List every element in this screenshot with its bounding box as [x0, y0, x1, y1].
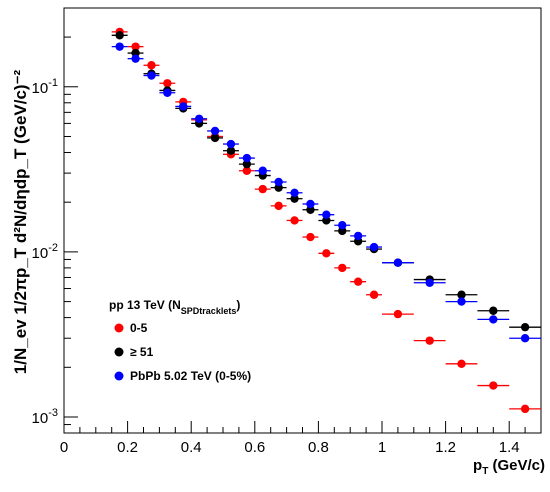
- data-point: [425, 278, 434, 287]
- data-point: [353, 231, 363, 241]
- x-tick-label: 0: [60, 439, 68, 456]
- y-axis-title: 1/N_ev 1/2πp_T d²N/dηdp_T (GeV/c)⁻²: [11, 69, 30, 374]
- data-point: [425, 336, 434, 345]
- data-point: [290, 216, 299, 225]
- data-point: [274, 201, 283, 211]
- x-tick-label: 1.2: [435, 439, 456, 456]
- data-point: [242, 153, 252, 163]
- data-point: [131, 42, 140, 51]
- data-point: [290, 188, 299, 197]
- series-1: [111, 31, 541, 332]
- legend: pp 13 TeV (NSPDtracklets) 0-5 ≥ 51 PbPb …: [109, 298, 251, 383]
- data-point: [131, 54, 140, 63]
- data-point: [242, 159, 252, 169]
- legend-marker-pbpb: [114, 371, 124, 381]
- data-point: [457, 297, 466, 306]
- data-point: [457, 359, 466, 368]
- series-0: [111, 27, 541, 414]
- y-axis-title-text: 1/N_ev 1/2πp_T d²N/dηdp_T (GeV/c)⁻²: [11, 69, 30, 374]
- x-tick-label: 0.4: [181, 439, 202, 456]
- data-point: [489, 306, 498, 315]
- data-point: [338, 221, 347, 230]
- data-point: [338, 263, 347, 273]
- legend-marker-ge51: [114, 347, 124, 357]
- x-tick-label: 1: [378, 439, 386, 456]
- data-point: [520, 334, 530, 343]
- data-point: [147, 71, 156, 80]
- data-point: [163, 88, 172, 97]
- data-point: [322, 216, 331, 225]
- data-point: [520, 322, 530, 332]
- data-point: [242, 166, 252, 175]
- data-point: [393, 258, 403, 267]
- legend-title: pp 13 TeV (NSPDtracklets): [109, 298, 240, 316]
- data-point: [369, 290, 379, 299]
- data-point: [353, 277, 363, 286]
- data-point: [179, 102, 188, 111]
- series-2: [111, 42, 541, 343]
- data-point: [258, 166, 267, 175]
- legend-label-pbpb: PbPb 5.02 TeV (0-5%): [130, 369, 251, 383]
- data-point: [210, 133, 220, 143]
- data-point: [210, 126, 220, 136]
- data-marks: [111, 27, 541, 414]
- x-tick-label: 0.6: [244, 439, 265, 456]
- data-point: [274, 177, 283, 187]
- data-point: [163, 79, 172, 88]
- data-point: [306, 205, 315, 214]
- x-tick-label: 0.2: [117, 439, 138, 456]
- data-point: [115, 31, 124, 40]
- data-point: [489, 381, 498, 390]
- axes: 0 0.2 0.4 0.6 0.8 1 1.2 1.4 10-3 10-2 10-1: [32, 7, 542, 456]
- y-tick-label: 10-1: [32, 77, 58, 97]
- legend-label-0-5: 0-5: [130, 321, 148, 335]
- x-axis-title: pT (GeV/c): [473, 457, 545, 477]
- data-point: [306, 232, 315, 242]
- data-point: [147, 61, 156, 70]
- data-point: [226, 146, 236, 155]
- x-tick-label: 0.8: [308, 439, 329, 456]
- data-point: [393, 309, 403, 319]
- legend-marker-0-5: [114, 323, 124, 333]
- data-point: [306, 199, 315, 209]
- data-point: [489, 315, 498, 324]
- data-point: [322, 249, 331, 258]
- data-point: [226, 139, 236, 149]
- data-point: [322, 210, 331, 219]
- y-tick-label: 10-3: [32, 407, 58, 427]
- data-point: [290, 194, 299, 203]
- x-tick-label: 1.4: [499, 439, 520, 456]
- data-point: [258, 184, 267, 194]
- data-point: [194, 114, 204, 123]
- data-point: [457, 290, 466, 299]
- y-tick-label: 10-2: [32, 242, 58, 262]
- data-point: [520, 404, 530, 414]
- data-point: [369, 242, 379, 252]
- data-point: [115, 42, 124, 51]
- legend-label-ge51: ≥ 51: [130, 345, 154, 359]
